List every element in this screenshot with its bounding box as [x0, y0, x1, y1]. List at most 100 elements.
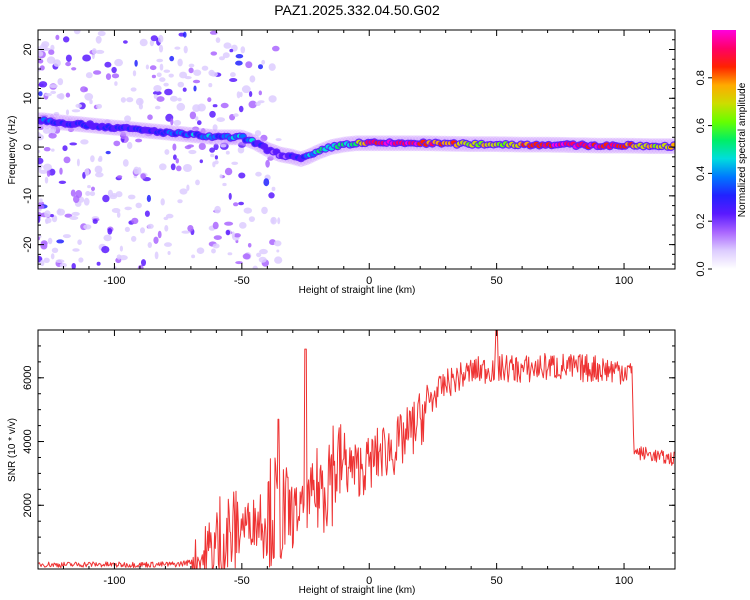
spectrogram-noise-blob: [210, 153, 215, 158]
spectrogram-noise-blob: [38, 50, 44, 57]
spectrogram-noise-blob: [220, 102, 229, 109]
spectrogram-noise-blob: [105, 73, 112, 80]
spectrogram-noise-blob: [163, 216, 169, 221]
spectrogram-noise-blob: [198, 142, 206, 150]
spectrogram-noise-blob: [212, 104, 218, 108]
spectrogram-noise-blob: [170, 95, 178, 102]
spectrogram-noise-blob: [140, 173, 146, 180]
colorbar-tick-label: 0.0: [695, 261, 707, 276]
spectrogram-noise-blob: [224, 221, 234, 226]
spectrogram-noise-blob: [164, 242, 172, 247]
spectrogram-noise-blob: [111, 66, 117, 74]
spectrogram-noise-blob: [140, 227, 145, 234]
spectrogram-noise-blob: [45, 219, 49, 225]
spectrogram-noise-blob: [177, 199, 183, 204]
spectrogram-noise-blob: [124, 206, 132, 211]
spectrogram-noise-blob: [69, 216, 79, 220]
spectrogram-noise-blob: [188, 149, 197, 155]
spectrogram-noise-blob: [163, 82, 169, 87]
spectrogram-noise-blob: [116, 254, 122, 260]
spectrogram-noise-blob: [80, 139, 89, 145]
spectrogram-noise-blob: [120, 97, 126, 103]
spectrogram-noise-blob: [50, 126, 57, 134]
spectrogram-noise-blob: [219, 174, 223, 179]
spectrogram-noise-blob: [188, 63, 195, 68]
spectrogram-noise-blob: [214, 205, 222, 214]
spectrogram-noise-blob: [192, 104, 201, 112]
spectrogram-noise-blob: [156, 72, 162, 78]
spectrogram-noise-blob: [259, 248, 268, 255]
spectrogram-noise-blob: [48, 49, 55, 55]
spectrogram-noise-blob: [62, 234, 71, 239]
spectrogram-noise-blob: [209, 147, 216, 153]
spectrogram-noise-blob: [47, 237, 53, 245]
spectrogram-noise-blob: [63, 156, 71, 164]
spectrogram-noise-blob: [159, 77, 166, 82]
spectrogram-noise-blob: [65, 109, 70, 116]
spectrogram-noise-blob: [40, 242, 48, 250]
y-tick-label: 20: [22, 43, 34, 55]
spectrogram-noise-blob: [261, 206, 268, 215]
spectrogram-noise-blob: [235, 60, 243, 66]
spectrogram-noise-blob: [147, 223, 154, 229]
spectrogram-noise-blob: [156, 96, 165, 102]
spectrogram-noise-blob: [144, 210, 150, 217]
spectrogram-noise-blob: [170, 163, 176, 171]
y-tick-label: -10: [22, 188, 34, 204]
spectrogram-noise-blob: [238, 172, 246, 179]
spectrogram-noise-blob: [73, 195, 80, 204]
spectrogram-noise-blob: [268, 192, 275, 199]
y-tick-label: -20: [22, 237, 34, 253]
spectrogram-noise-blob: [233, 202, 239, 207]
spectrogram-noise-blob: [130, 87, 137, 92]
spectrogram-noise-blob: [85, 191, 91, 196]
spectrogram-noise-blob: [38, 149, 41, 154]
spectrogram-noise-blob: [214, 155, 218, 160]
spectrogram-noise-blob: [111, 73, 120, 79]
spectrogram-noise-blob: [71, 263, 76, 269]
spectrogram-noise-blob: [241, 85, 251, 94]
x-tick-label: -50: [234, 575, 250, 587]
spectrogram-noise-blob: [101, 246, 110, 254]
spectrogram-noise-blob: [97, 30, 106, 37]
spectrogram-noise-blob: [104, 61, 112, 68]
spectrogram-noise-blob: [71, 109, 81, 113]
spectrogram-noise-blob: [94, 165, 103, 174]
spectrogram-noise-blob: [239, 91, 243, 98]
spectrogram-noise-blob: [176, 102, 186, 111]
spectrogram-noise-blob: [43, 147, 51, 152]
spectrogram-noise-blob: [89, 191, 96, 197]
y-tick-label: 2000: [22, 493, 34, 517]
spectrogram-noise-blob: [169, 55, 175, 62]
spectrogram-noise-blob: [65, 61, 71, 67]
x-tick-label: -100: [103, 275, 125, 287]
spectrogram-noise-blob: [92, 219, 98, 224]
spectrogram-noise-blob: [105, 150, 111, 155]
x-tick-label: 50: [491, 575, 503, 587]
spectrogram-noise-blob: [132, 70, 137, 77]
y-tick-label: 6000: [22, 366, 34, 390]
spectrogram-noise-blob: [158, 34, 164, 43]
spectrogram-noise-blob: [192, 79, 201, 84]
spectrogram-noise-blob: [263, 178, 270, 187]
spectrogram-noise-blob: [165, 213, 174, 219]
spectrogram-noise-blob: [187, 225, 194, 232]
spectrogram-noise-blob: [188, 67, 194, 74]
spectrogram-noise-blob: [147, 114, 153, 120]
spectrogram-noise-blob: [141, 259, 146, 267]
spectrogram-noise-blob: [137, 264, 144, 269]
spectrogram-noise-blob: [238, 141, 246, 148]
spectrogram-noise-blob: [260, 134, 268, 142]
spectrogram-noise-blob: [145, 64, 149, 70]
spectrogram-noise-blob: [228, 192, 232, 200]
spectrogram-noise-blob: [131, 217, 139, 225]
spectrogram-noise-blob: [58, 180, 67, 184]
spectrogram-noise-blob: [193, 85, 197, 92]
spectrogram-noise-blob: [53, 59, 61, 67]
spectrogram-noise-blob: [38, 157, 44, 165]
spectrogram-noise-blob: [233, 233, 241, 238]
spectrogram-noise-blob: [168, 73, 174, 78]
spectrogram-noise-blob: [199, 159, 203, 164]
spectrogram-noise-blob: [258, 64, 263, 70]
